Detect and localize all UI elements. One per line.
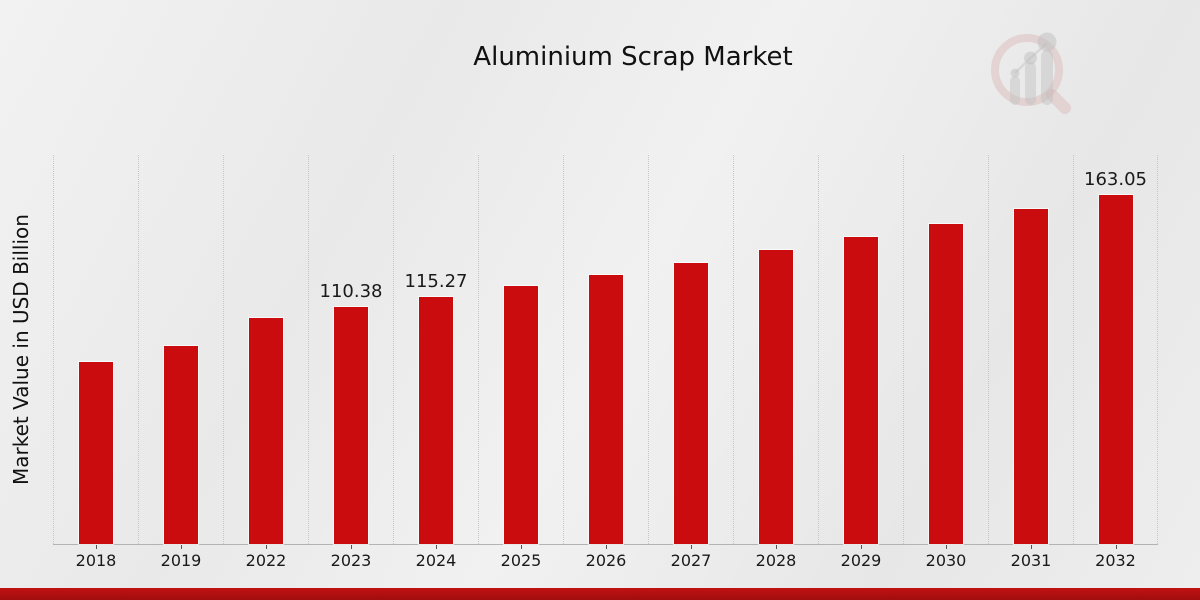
bar-2032	[1097, 194, 1134, 545]
bar-column-2031: 2031	[988, 155, 1073, 570]
bar-2022	[248, 317, 284, 545]
bar-value-label-2023: 110.38	[319, 281, 383, 302]
bar-2023	[333, 306, 369, 545]
x-tick-label-2029: 2029	[840, 551, 882, 570]
bar-2025	[503, 285, 539, 545]
bar-column-2024: 115.27 2024	[393, 155, 478, 570]
x-tick-label-2032: 2032	[1095, 551, 1136, 570]
x-tick-label-2023: 2023	[330, 551, 372, 570]
x-axis-tick	[521, 545, 522, 549]
bar-2019	[163, 345, 199, 545]
x-axis-tick	[691, 545, 692, 549]
bar-column-2026: 2026	[563, 155, 648, 570]
x-axis-tick	[606, 545, 607, 549]
x-tick-label-2024: 2024	[415, 551, 457, 570]
bar-2029	[843, 236, 879, 545]
x-tick-label-2028: 2028	[755, 551, 797, 570]
x-tick-label-2026: 2026	[585, 551, 627, 570]
market-research-future-watermark-icon	[980, 20, 1080, 120]
x-tick-label-2018: 2018	[75, 551, 117, 570]
x-tick-label-2025: 2025	[500, 551, 542, 570]
x-axis-tick	[1115, 545, 1117, 549]
bar-column-2030: 2030	[903, 155, 988, 570]
bar-value-label-2032: 163.05	[1084, 169, 1147, 190]
x-axis-tick	[436, 545, 437, 549]
bar-2028	[758, 249, 794, 545]
bar-column-2027: 2027	[648, 155, 733, 570]
x-axis-tick	[181, 545, 182, 549]
footer-stripe	[0, 588, 1200, 600]
bar-2027	[673, 262, 709, 545]
x-tick-label-2030: 2030	[925, 551, 967, 570]
x-tick-label-2031: 2031	[1010, 551, 1052, 570]
x-tick-label-2027: 2027	[670, 551, 712, 570]
x-axis-tick	[776, 545, 777, 549]
bar-column-2025: 2025	[478, 155, 563, 570]
x-axis-tick	[96, 545, 97, 549]
plot-area: 2018 2019 2022 110.38 2023 115.27 2024 2025 2026…	[53, 155, 1158, 570]
bar-column-2018: 2018	[53, 155, 138, 570]
bar-column-2028: 2028	[733, 155, 818, 570]
x-axis-tick	[861, 545, 862, 549]
bar-column-2029: 2029	[818, 155, 903, 570]
chart-title: Aluminium Scrap Market	[473, 42, 793, 72]
bar-column-2022: 2022	[223, 155, 308, 570]
bar-2018	[78, 361, 114, 545]
x-axis-tick	[266, 545, 267, 549]
bar-2024	[418, 296, 454, 545]
bar-column-2019: 2019	[138, 155, 223, 570]
bar-column-2023: 110.38 2023	[308, 155, 393, 570]
bar-column-2032: 163.05 2032	[1073, 155, 1158, 570]
x-axis-tick	[1031, 545, 1032, 549]
bar-value-label-2024: 115.27	[404, 271, 468, 292]
y-axis-label: Market Value in USD Billion	[9, 214, 33, 486]
x-axis-tick	[351, 545, 352, 549]
bar-2031	[1013, 208, 1049, 545]
bar-2030	[928, 223, 964, 545]
x-axis-tick	[946, 545, 947, 549]
x-tick-label-2022: 2022	[245, 551, 287, 570]
bar-2026	[588, 274, 624, 545]
x-tick-label-2019: 2019	[160, 551, 202, 570]
